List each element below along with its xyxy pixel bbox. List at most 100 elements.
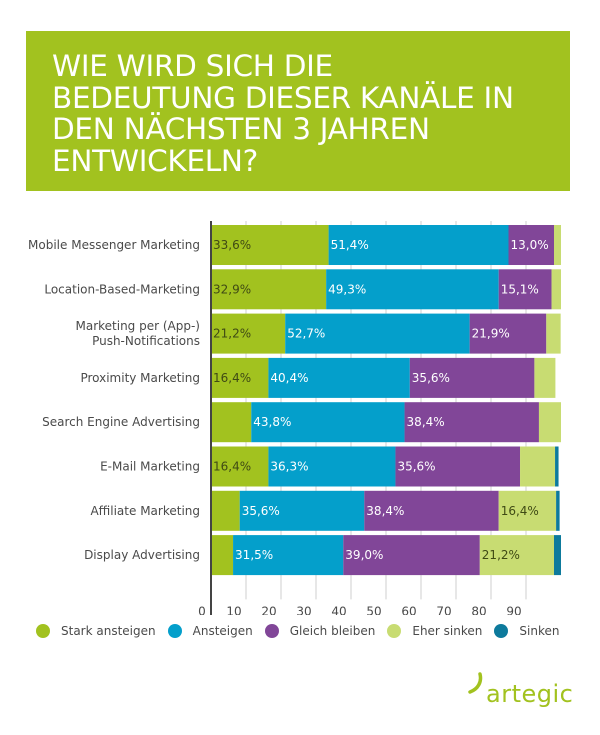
title-line: BEDEUTUNG DIESER KANÄLE IN [52,80,514,115]
data-label: 16,4% [501,504,539,518]
x-tick-label: 10 [226,604,241,615]
x-tick-label: 70 [436,604,451,615]
category-label: Marketing per (App-) [75,319,200,333]
legend-swatch-icon [387,624,402,638]
data-label: 36,3% [270,460,308,474]
bar-segment-gleich-bleiben [343,535,480,576]
category-label: Proximity Marketing [80,371,200,385]
bar-segment-gleich-bleiben [364,490,499,531]
bar-segment-ansteigen [268,446,396,487]
x-tick-label: 30 [296,604,311,615]
bar-segment-ansteigen [233,535,344,576]
legend-item-stark-ansteigen: Stark ansteigen [36,624,156,638]
data-label: 38,4% [366,504,404,518]
x-tick-label: 20 [261,604,276,615]
bar-segment-stark-ansteigen [211,313,286,354]
logo-text: artegic [486,680,574,708]
legend-label: Eher sinken [412,624,483,638]
bar-segment-stark-ansteigen [211,357,269,398]
value-labels-layer: 33,6% 51,4% 13,0% 32,9% 49,3% 15,1% 21,2% 52,7%… [213,238,549,562]
bar-segment-ansteigen [239,490,365,531]
category-labels-layer: Mobile Messenger Marketing Location-Based… [28,238,200,562]
bar-segment-stark-ansteigen [211,402,252,443]
data-label: 16,4% [213,371,251,385]
data-label: 51,4% [331,238,369,252]
bar-segment-gleich-bleiben [409,357,535,398]
bar-segment-stark-ansteigen [211,446,269,487]
bar-segment-gleich-bleiben [469,313,547,354]
category-label: Mobile Messenger Marketing [28,238,200,252]
bar-segment-eher-sinken [479,535,554,576]
title-line: WIE WIRD SICH DIE [52,49,333,83]
bar-segment-eher-sinken [551,269,561,310]
legend-label: Ansteigen [192,624,253,638]
bar-segment-gleich-bleiben [404,402,539,443]
data-label: 43,8% [253,415,291,429]
bar-segment-eher-sinken [554,225,561,265]
chart-title: WIE WIRD SICH DIE BEDEUTUNG DIESER KANÄL… [52,49,562,177]
data-label: 31,5% [235,548,273,562]
bar-segment-eher-sinken [546,313,561,354]
data-label: 39,0% [345,548,383,562]
bar-segment-sinken [555,446,559,487]
legend-swatch-icon [167,624,182,638]
bar-segment-sinken [554,535,561,576]
legend-item-ansteigen: Ansteigen [167,624,253,638]
bar-segment-sinken [556,490,560,531]
x-tick-label: 60 [401,604,416,615]
data-label: 40,4% [270,371,308,385]
legend-label: Sinken [519,624,560,638]
bar-segment-ansteigen [326,269,499,310]
category-label: Push-Notifications [92,334,200,348]
data-label: 15,1% [501,282,539,296]
bar-segment-eher-sinken [498,490,557,531]
legend: Stark ansteigen Ansteigen Gleich bleiben… [36,624,571,638]
x-tick-label: 80 [471,604,486,615]
data-label: 35,6% [397,460,435,474]
stacked-bar-chart: 33,6% 51,4% 13,0% 32,9% 49,3% 15,1% 21,2% 52,7%… [28,221,561,615]
bar-segment-gleich-bleiben [498,269,552,310]
data-label: 38,4% [407,415,445,429]
data-label: 49,3% [328,282,366,296]
data-label: 52,7% [287,327,325,341]
data-label: 35,6% [412,371,450,385]
logo-swoosh-icon [468,672,483,694]
category-label: E-Mail Marketing [100,460,200,474]
bar-segment-eher-sinken [520,446,556,487]
category-label: Search Engine Advertising [42,415,200,429]
data-label: 32,9% [213,282,251,296]
category-label: Display Advertising [84,548,200,562]
bar-segment-stark-ansteigen [211,225,329,265]
x-tick-label: 90 [506,604,521,615]
data-label: 21,2% [213,327,251,341]
legend-label: Gleich bleiben [289,624,376,638]
title-line: DEN NÄCHSTEN 3 JAHREN [52,112,430,146]
category-label: Affiliate Marketing [90,504,200,518]
bar-segment-stark-ansteigen [211,490,240,531]
x-tick-label: 40 [331,604,346,615]
bar-segment-gleich-bleiben [395,446,521,487]
bar-segment-stark-ansteigen [211,269,327,310]
title-banner: WIE WIRD SICH DIE BEDEUTUNG DIESER KANÄL… [26,31,570,191]
bar-segment-ansteigen [285,313,470,354]
data-label: 21,2% [482,548,520,562]
bar-segment-gleich-bleiben [508,225,554,265]
bar-segment-stark-ansteigen [211,535,234,576]
legend-swatch-icon [264,624,279,638]
data-label: 35,6% [242,504,280,518]
artegic-logo: artegic [468,672,578,712]
legend-item-sinken: Sinken [494,624,559,638]
bars-layer [211,225,561,576]
x-tick-label: 50 [366,604,381,615]
bar-segment-eher-sinken [538,402,561,443]
data-label: 21,9% [472,327,510,341]
data-label: 16,4% [213,460,251,474]
legend-item-eher-sinken: Eher sinken [387,624,482,638]
data-label: 33,6% [213,238,251,252]
legend-swatch-icon [494,624,509,638]
legend-item-gleich-bleiben: Gleich bleiben [264,624,376,638]
bar-segment-ansteigen [328,225,509,265]
x-axis: 0 10 20 30 40 50 60 70 80 90 [198,221,522,615]
bar-segment-ansteigen [251,402,405,443]
bar-segment-ansteigen [268,357,410,398]
